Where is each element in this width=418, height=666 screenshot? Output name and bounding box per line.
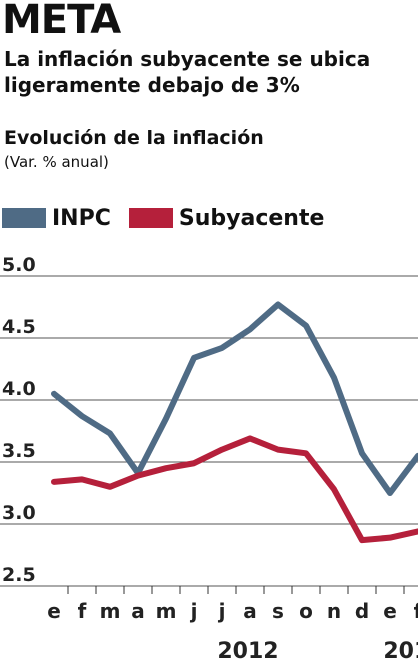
legend-swatch-subyacente [128,208,173,228]
y-tick-label: 4.5 [2,316,36,338]
chart-title: Evolución de la inflación [4,127,264,149]
x-tick-label: n [327,599,341,623]
legend-item-subyacente: Subyacente [128,205,325,231]
x-tick-label: j [190,599,198,623]
page-subtitle: La inflación subyacente se ubica ligeram… [4,47,371,97]
year-label-2013: 2013 [383,639,418,664]
y-tick-label: 3.5 [2,440,36,462]
x-tick-label: f [414,599,418,623]
x-tick-label: j [218,599,226,623]
legend-swatch-inpc [2,208,46,228]
series-line-inpc [51,301,418,496]
y-tick-label: 2.5 [2,564,36,586]
x-tick-label: m [156,599,177,623]
x-tick-label: a [131,599,145,623]
y-tick-label: 4.0 [2,378,36,400]
chart-legend: INPC Subyacente [2,203,342,233]
legend-label-inpc: INPC [52,205,111,231]
legend-label-subyacente: Subyacente [178,205,325,231]
x-tick-label: f [78,599,87,623]
x-tick-label: o [299,599,313,623]
series-line-subyacente [51,435,418,544]
x-tick-label: m [100,599,121,623]
y-tick-label: 5.0 [2,254,36,276]
x-tick-label: e [47,599,61,623]
chart-unit: (Var. % anual) [4,153,109,171]
x-tick-label: a [243,599,257,623]
x-tick-label: d [355,599,369,623]
x-tick-label: e [383,599,397,623]
year-label-2012: 2012 [217,639,278,664]
legend-item-inpc: INPC [2,206,111,231]
y-tick-label: 3.0 [2,502,36,524]
page-title: META [2,0,121,43]
x-tick-label: s [272,599,284,623]
